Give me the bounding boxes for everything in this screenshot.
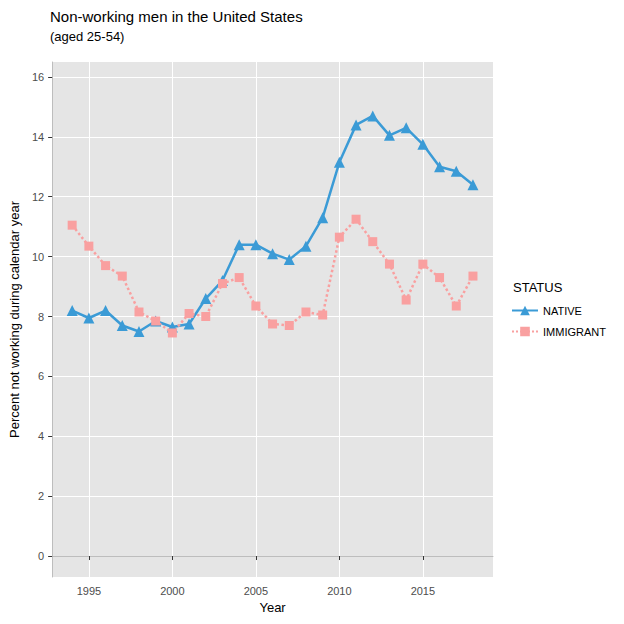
svg-text:NATIVE: NATIVE: [543, 305, 582, 317]
svg-text:2: 2: [38, 490, 44, 502]
svg-text:1995: 1995: [77, 585, 101, 597]
svg-text:IMMIGRANT: IMMIGRANT: [543, 326, 606, 338]
svg-text:Year: Year: [259, 600, 286, 615]
svg-text:4: 4: [38, 430, 44, 442]
svg-text:16: 16: [32, 71, 44, 83]
svg-text:2000: 2000: [160, 585, 184, 597]
svg-text:2010: 2010: [327, 585, 351, 597]
svg-text:Percent not working during cal: Percent not working during calendar year: [7, 200, 22, 438]
svg-text:6: 6: [38, 370, 44, 382]
svg-text:10: 10: [32, 251, 44, 263]
svg-text:8: 8: [38, 311, 44, 323]
svg-text:2015: 2015: [411, 585, 435, 597]
svg-text:2005: 2005: [244, 585, 268, 597]
svg-text:14: 14: [32, 131, 44, 143]
svg-text:12: 12: [32, 191, 44, 203]
svg-text:Non-working men in the United: Non-working men in the United States: [50, 8, 303, 25]
svg-text:0: 0: [38, 550, 44, 562]
svg-text:STATUS: STATUS: [513, 280, 563, 295]
svg-text:(aged 25-54): (aged 25-54): [50, 29, 124, 44]
